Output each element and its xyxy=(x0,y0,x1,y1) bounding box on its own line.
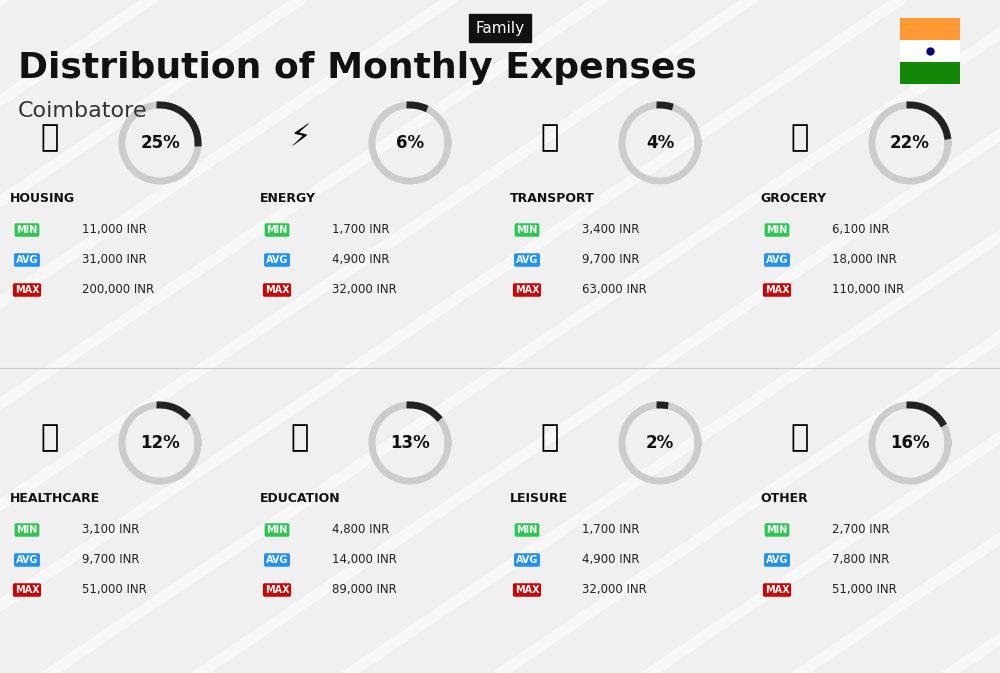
Text: 11,000 INR: 11,000 INR xyxy=(82,223,147,236)
Text: MAX: MAX xyxy=(765,585,789,595)
Text: 3,400 INR: 3,400 INR xyxy=(582,223,639,236)
Text: 🚌: 🚌 xyxy=(541,124,559,153)
Text: ⚡: ⚡ xyxy=(289,124,311,153)
Text: 110,000 INR: 110,000 INR xyxy=(832,283,904,297)
Text: 25%: 25% xyxy=(140,134,180,152)
Text: Coimbatore: Coimbatore xyxy=(18,101,148,121)
Text: HEALTHCARE: HEALTHCARE xyxy=(10,491,100,505)
Text: 6%: 6% xyxy=(396,134,424,152)
Text: 2,700 INR: 2,700 INR xyxy=(832,524,890,536)
Text: MIN: MIN xyxy=(766,225,788,235)
Text: MAX: MAX xyxy=(515,285,539,295)
Text: 9,700 INR: 9,700 INR xyxy=(582,254,639,267)
Text: 12%: 12% xyxy=(140,434,180,452)
Text: OTHER: OTHER xyxy=(760,491,808,505)
Text: 4,900 INR: 4,900 INR xyxy=(332,254,390,267)
Text: 14,000 INR: 14,000 INR xyxy=(332,553,397,567)
Text: 6,100 INR: 6,100 INR xyxy=(832,223,890,236)
Text: 9,700 INR: 9,700 INR xyxy=(82,553,140,567)
Text: MAX: MAX xyxy=(15,585,39,595)
Text: 51,000 INR: 51,000 INR xyxy=(82,583,147,596)
Text: 18,000 INR: 18,000 INR xyxy=(832,254,897,267)
Text: 200,000 INR: 200,000 INR xyxy=(82,283,154,297)
Text: 51,000 INR: 51,000 INR xyxy=(832,583,897,596)
Text: AVG: AVG xyxy=(766,255,788,265)
Text: MIN: MIN xyxy=(516,225,538,235)
Text: 4,800 INR: 4,800 INR xyxy=(332,524,389,536)
Text: AVG: AVG xyxy=(516,255,538,265)
Text: 32,000 INR: 32,000 INR xyxy=(582,583,647,596)
Text: HOUSING: HOUSING xyxy=(10,192,75,205)
FancyBboxPatch shape xyxy=(900,18,960,40)
FancyBboxPatch shape xyxy=(900,40,960,62)
Text: 7,800 INR: 7,800 INR xyxy=(832,553,889,567)
Text: 13%: 13% xyxy=(390,434,430,452)
Text: 🏢: 🏢 xyxy=(41,124,59,153)
Text: AVG: AVG xyxy=(266,255,288,265)
Text: MIN: MIN xyxy=(516,525,538,535)
Text: 4%: 4% xyxy=(646,134,674,152)
Text: LEISURE: LEISURE xyxy=(510,491,568,505)
Text: AVG: AVG xyxy=(16,255,38,265)
Text: 4,900 INR: 4,900 INR xyxy=(582,553,639,567)
Text: MAX: MAX xyxy=(265,285,289,295)
Text: MAX: MAX xyxy=(15,285,39,295)
Text: 👛: 👛 xyxy=(791,423,809,452)
Text: 🛒: 🛒 xyxy=(791,124,809,153)
Text: TRANSPORT: TRANSPORT xyxy=(510,192,595,205)
Text: Family: Family xyxy=(475,20,525,36)
Text: MIN: MIN xyxy=(766,525,788,535)
Text: 16%: 16% xyxy=(890,434,930,452)
Text: AVG: AVG xyxy=(266,555,288,565)
Text: 1,700 INR: 1,700 INR xyxy=(582,524,639,536)
Text: 22%: 22% xyxy=(890,134,930,152)
Text: ENERGY: ENERGY xyxy=(260,192,316,205)
Text: 32,000 INR: 32,000 INR xyxy=(332,283,397,297)
FancyBboxPatch shape xyxy=(900,62,960,84)
Text: MIN: MIN xyxy=(266,225,288,235)
Text: EDUCATION: EDUCATION xyxy=(260,491,341,505)
Text: 89,000 INR: 89,000 INR xyxy=(332,583,397,596)
Text: MIN: MIN xyxy=(266,525,288,535)
Text: AVG: AVG xyxy=(766,555,788,565)
Text: 🏥: 🏥 xyxy=(41,423,59,452)
Text: 2%: 2% xyxy=(646,434,674,452)
Text: MIN: MIN xyxy=(16,525,38,535)
Text: 3,100 INR: 3,100 INR xyxy=(82,524,139,536)
Text: 🛍️: 🛍️ xyxy=(541,423,559,452)
Text: MIN: MIN xyxy=(16,225,38,235)
Text: AVG: AVG xyxy=(16,555,38,565)
Text: MAX: MAX xyxy=(765,285,789,295)
Text: MAX: MAX xyxy=(265,585,289,595)
Text: 63,000 INR: 63,000 INR xyxy=(582,283,647,297)
Text: Distribution of Monthly Expenses: Distribution of Monthly Expenses xyxy=(18,51,697,85)
Text: GROCERY: GROCERY xyxy=(760,192,826,205)
Text: 🎓: 🎓 xyxy=(291,423,309,452)
Text: 1,700 INR: 1,700 INR xyxy=(332,223,390,236)
Text: AVG: AVG xyxy=(516,555,538,565)
Text: 31,000 INR: 31,000 INR xyxy=(82,254,147,267)
Text: MAX: MAX xyxy=(515,585,539,595)
